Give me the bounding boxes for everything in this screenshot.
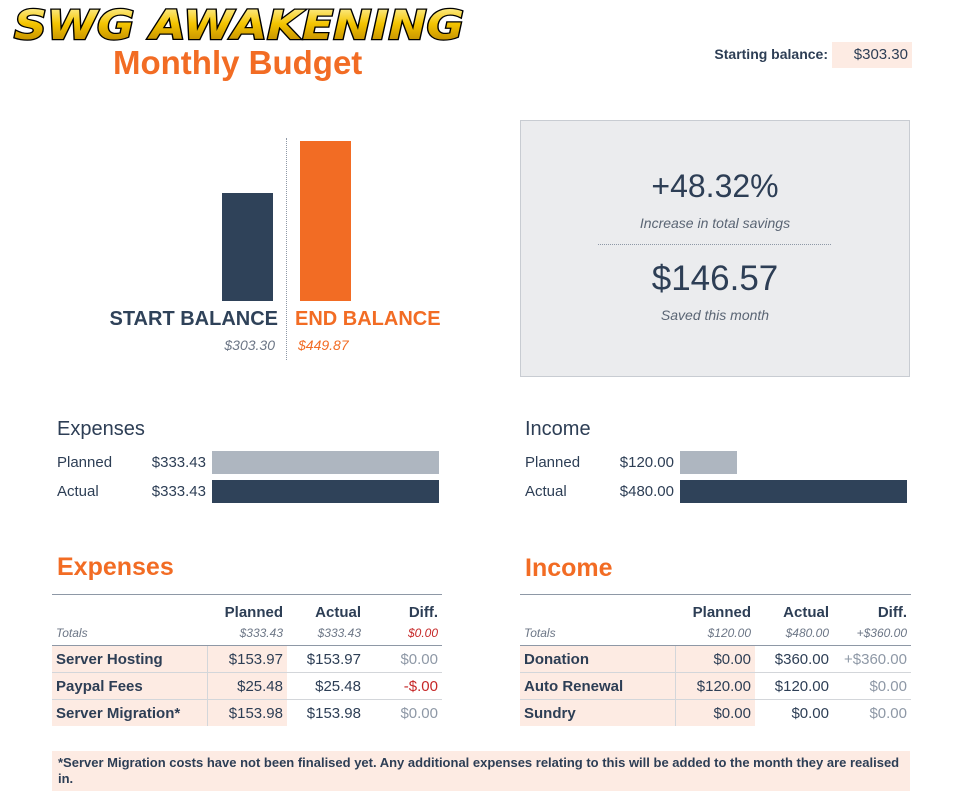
income-planned-value: $120.00 <box>619 454 674 471</box>
income-actual-bar <box>680 480 907 503</box>
start-balance-bar <box>222 193 273 301</box>
starting-balance-field[interactable]: $303.30 <box>832 42 912 68</box>
expense-planned[interactable]: $153.97 <box>206 645 287 673</box>
income-col-actual: Actual <box>755 594 833 621</box>
expenses-totals-label: Totals <box>52 621 207 646</box>
income-actual: $360.00 <box>755 645 833 673</box>
income-col-name <box>520 594 675 621</box>
saved-value: $146.57 <box>651 259 779 298</box>
logo-text: SWG AWAKENING <box>14 3 464 46</box>
expenses-table: Planned Actual Diff. Totals $333.43 $333… <box>52 594 442 726</box>
income-actual-value: $480.00 <box>619 483 674 500</box>
expenses-col-planned: Planned <box>207 594 287 621</box>
income-planned-bar <box>680 451 737 474</box>
start-balance-value: $303.30 <box>224 337 275 353</box>
income-totals-diff: +$360.00 <box>833 621 911 646</box>
income-totals-row: Totals $120.00 $480.00 +$360.00 <box>520 621 911 646</box>
income-actual: $120.00 <box>755 672 833 700</box>
savings-stats-panel <box>520 120 910 377</box>
expense-planned[interactable]: $25.48 <box>206 672 287 700</box>
expense-diff: -$.00 <box>365 672 442 700</box>
expenses-actual-label: Actual <box>57 483 99 500</box>
expenses-table-title: Expenses <box>57 553 174 581</box>
expense-actual: $25.48 <box>287 672 365 700</box>
table-row: Server Hosting $153.97 $153.97 $0.00 <box>52 645 442 673</box>
expenses-totals-row: Totals $333.43 $333.43 $0.00 <box>52 621 442 646</box>
expenses-col-actual: Actual <box>287 594 365 621</box>
expenses-col-diff: Diff. <box>365 594 442 621</box>
table-row: Server Migration* $153.98 $153.98 $0.00 <box>52 699 442 726</box>
savings-increase-label: Increase in total savings <box>639 215 791 231</box>
income-totals-planned: $120.00 <box>675 621 755 646</box>
table-row: Paypal Fees $25.48 $25.48 -$.00 <box>52 672 442 700</box>
expenses-actual-value: $333.43 <box>151 483 206 500</box>
income-col-planned: Planned <box>675 594 755 621</box>
table-row: Donation $0.00 $360.00 +$360.00 <box>520 645 911 673</box>
expenses-planned-label: Planned <box>57 454 113 471</box>
expense-diff: $0.00 <box>365 699 442 726</box>
expense-actual: $153.97 <box>287 645 365 673</box>
income-totals-label: Totals <box>520 621 675 646</box>
income-totals-actual: $480.00 <box>755 621 833 646</box>
expenses-planned-bar <box>212 451 439 474</box>
income-planned-label: Planned <box>525 454 581 471</box>
income-diff: +$360.00 <box>833 645 911 673</box>
expenses-totals-planned: $333.43 <box>207 621 287 646</box>
starting-balance-label: Starting balance: <box>714 46 828 62</box>
income-diff: $0.00 <box>833 672 911 700</box>
expenses-summary-title: Expenses <box>57 418 145 440</box>
table-row: Auto Renewal $120.00 $120.00 $0.00 <box>520 672 911 700</box>
start-balance-label: START BALANCE <box>109 308 278 330</box>
logo: SWG AWAKENING <box>13 2 466 46</box>
income-name[interactable]: Donation <box>520 645 675 673</box>
income-table-title: Income <box>525 554 613 582</box>
table-row: Sundry $0.00 $0.00 $0.00 <box>520 699 911 726</box>
expenses-totals-diff: $0.00 <box>365 621 442 646</box>
expense-actual: $153.98 <box>287 699 365 726</box>
expenses-totals-actual: $333.43 <box>287 621 365 646</box>
expense-diff: $0.00 <box>365 645 442 673</box>
income-planned[interactable]: $120.00 <box>674 672 755 700</box>
expense-name[interactable]: Server Migration* <box>52 699 207 726</box>
savings-increase-value: +48.32% <box>651 168 779 204</box>
end-balance-value: $449.87 <box>298 337 349 353</box>
income-summary-title: Income <box>525 418 591 440</box>
income-name[interactable]: Sundry <box>520 699 675 726</box>
income-actual: $0.00 <box>755 699 833 726</box>
saved-label: Saved this month <box>660 307 770 323</box>
income-planned[interactable]: $0.00 <box>674 699 755 726</box>
income-actual-label: Actual <box>525 483 567 500</box>
expense-name[interactable]: Server Hosting <box>52 645 207 673</box>
expenses-planned-value: $333.43 <box>151 454 206 471</box>
stats-divider <box>598 244 831 245</box>
end-balance-bar <box>300 141 351 301</box>
expense-name[interactable]: Paypal Fees <box>52 672 207 700</box>
income-table: Planned Actual Diff. Totals $120.00 $480… <box>520 594 911 726</box>
income-diff: $0.00 <box>833 699 911 726</box>
income-col-diff: Diff. <box>833 594 911 621</box>
income-planned[interactable]: $0.00 <box>674 645 755 673</box>
chart-divider <box>286 138 287 360</box>
end-balance-label: END BALANCE <box>295 308 441 330</box>
expenses-col-name <box>52 594 207 621</box>
footnote: *Server Migration costs have not been fi… <box>52 751 910 791</box>
expenses-actual-bar <box>212 480 439 503</box>
income-name[interactable]: Auto Renewal <box>520 672 675 700</box>
page-title: Monthly Budget <box>113 44 363 81</box>
expense-planned[interactable]: $153.98 <box>206 699 287 726</box>
